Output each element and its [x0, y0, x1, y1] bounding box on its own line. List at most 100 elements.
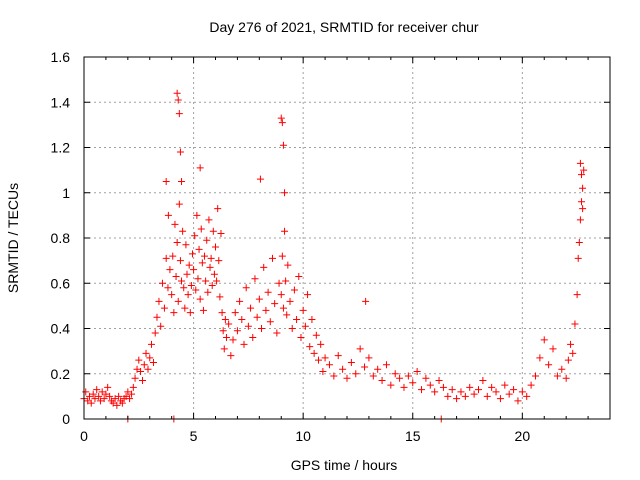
data-point [122, 392, 130, 400]
data-point [567, 340, 575, 348]
data-point [231, 309, 239, 317]
data-point [281, 189, 289, 197]
data-point [339, 365, 347, 373]
data-point [558, 365, 566, 373]
data-point [264, 288, 272, 296]
data-point [111, 395, 119, 403]
data-point [208, 282, 216, 290]
data-point [129, 383, 137, 391]
data-point [343, 374, 351, 382]
data-point [179, 227, 187, 235]
data-point [256, 175, 264, 183]
data-point [131, 374, 139, 382]
data-point [422, 374, 430, 382]
data-point [356, 345, 364, 353]
data-point [545, 361, 553, 369]
data-point [347, 358, 355, 366]
data-point [378, 377, 386, 385]
data-point [308, 315, 316, 323]
data-point [299, 306, 307, 314]
data-point [286, 297, 294, 305]
data-point [93, 386, 101, 394]
data-point [510, 386, 518, 394]
data-point [166, 266, 174, 274]
y-axis: 0 0.2 0.4 0.6 0.8 1 1.2 1.4 1.6 [51, 49, 610, 427]
data-point [227, 352, 235, 360]
data-point [186, 309, 194, 317]
data-point [174, 96, 182, 104]
data-point [213, 277, 221, 285]
data-point [182, 241, 190, 249]
data-point [162, 254, 170, 262]
data-point [518, 388, 526, 396]
data-point [155, 297, 163, 305]
data-point [104, 383, 112, 391]
data-point [580, 166, 588, 174]
data-point [295, 272, 303, 280]
data-point [396, 374, 404, 382]
data-point [95, 392, 103, 400]
data-point [173, 89, 181, 97]
data-point [169, 252, 177, 260]
data-point [278, 119, 286, 127]
data-point [175, 110, 183, 118]
data-point [330, 372, 338, 380]
data-point [194, 275, 202, 283]
data-point [470, 390, 478, 398]
data-point [457, 388, 465, 396]
data-point [400, 383, 408, 391]
plot-frame [83, 56, 611, 420]
data-point [284, 261, 292, 269]
data-point [310, 349, 318, 357]
data-point [84, 397, 92, 405]
data-point [199, 306, 207, 314]
data-point [387, 381, 395, 389]
x-tick-label: 0 [80, 428, 88, 444]
data-point [178, 177, 186, 185]
data-point [268, 254, 276, 262]
data-point [216, 293, 224, 301]
data-point [413, 367, 421, 375]
data-point [82, 388, 90, 396]
data-point [301, 322, 309, 330]
data-point [244, 322, 252, 330]
data-point [149, 358, 157, 366]
data-point [140, 361, 148, 369]
data-point [146, 354, 154, 362]
data-point [247, 304, 255, 312]
data-point [188, 250, 196, 258]
data-point [204, 288, 212, 296]
data-point [238, 315, 246, 323]
data-point [240, 340, 248, 348]
data-point [218, 309, 226, 317]
data-point [466, 383, 474, 391]
data-point [297, 334, 305, 342]
data-point [475, 386, 482, 394]
data-point [306, 343, 314, 351]
data-point [225, 320, 233, 328]
data-point [164, 284, 172, 292]
data-point [304, 291, 312, 299]
data-point [157, 322, 165, 330]
data-point [439, 383, 447, 391]
data-point [540, 336, 548, 344]
data-point [207, 254, 215, 262]
data-point [139, 377, 147, 385]
data-point [91, 395, 99, 403]
data-point [185, 261, 193, 269]
data-point [202, 277, 210, 285]
y-tick-label: 1 [62, 185, 70, 201]
data-point [578, 171, 586, 179]
data-point [365, 354, 373, 362]
data-point [118, 399, 126, 407]
data-point [435, 377, 443, 385]
data-point [374, 365, 382, 373]
data-point [87, 399, 95, 407]
data-point [85, 392, 93, 400]
data-point [312, 331, 320, 339]
data-point [290, 286, 298, 294]
data-point [173, 239, 181, 247]
data-point [175, 200, 183, 208]
data-point [277, 114, 285, 122]
